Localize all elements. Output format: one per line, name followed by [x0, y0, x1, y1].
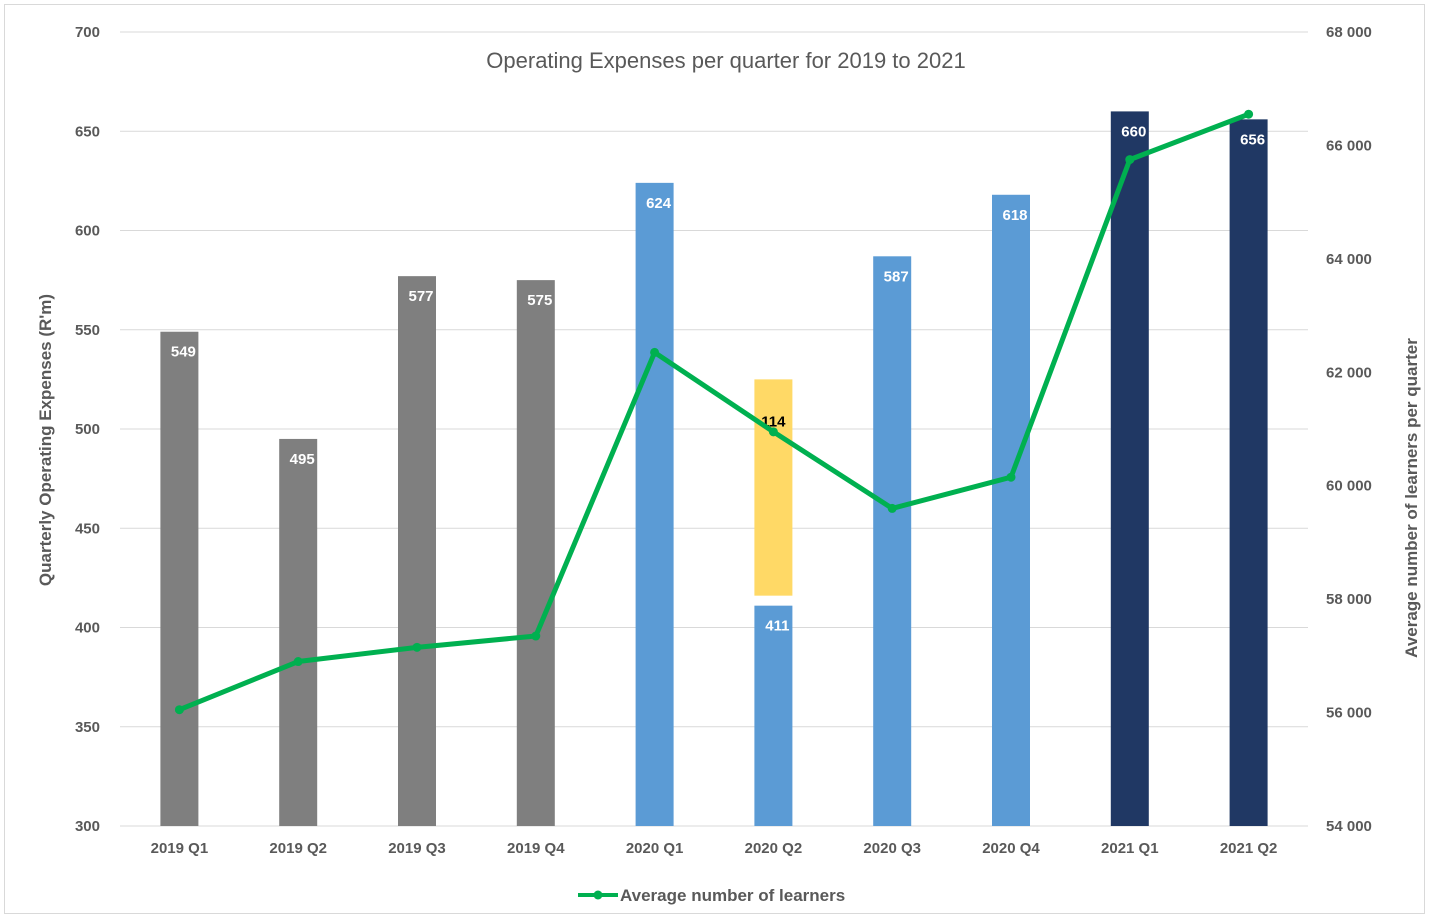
gridlines: [120, 31, 1308, 827]
category-label: 2019 Q2: [269, 840, 327, 857]
bar: [1229, 119, 1268, 827]
bar-value-label: 411: [765, 618, 789, 635]
right-tick-label: 64 000: [1326, 251, 1372, 268]
bar: [992, 194, 1030, 826]
series-point: [1125, 155, 1135, 165]
bar: [873, 256, 912, 826]
right-tick-label: 66 000: [1326, 137, 1372, 154]
learners-line: [174, 109, 1254, 715]
left-tick-label: 300: [75, 818, 100, 835]
left-tick-label: 550: [75, 322, 100, 339]
right-tick-label: 54 000: [1326, 818, 1372, 835]
category-label: 2020 Q4: [982, 840, 1040, 857]
chart-title: Operating Expenses per quarter for 2019 …: [486, 48, 965, 73]
left-tick-label: 600: [75, 223, 100, 240]
bar-value-label: 549: [171, 344, 196, 361]
series-point: [768, 427, 778, 437]
bar: [754, 605, 793, 826]
legend: Average number of learners: [578, 886, 845, 905]
bar: [516, 280, 555, 826]
legend-label: Average number of learners: [620, 886, 845, 905]
series-point: [1244, 109, 1254, 119]
bar-value-label: 577: [408, 288, 433, 305]
bar-value-label: 656: [1240, 131, 1265, 148]
bar-value-label: 618: [1002, 207, 1027, 224]
series-point: [1006, 472, 1016, 482]
series-point: [531, 631, 541, 641]
legend-dot-marker: [593, 890, 603, 900]
bar: [160, 331, 199, 826]
category-label: 2021 Q1: [1101, 840, 1159, 857]
series-point: [174, 705, 184, 715]
bar: [398, 276, 436, 826]
series-point: [887, 503, 897, 513]
category-label: 2020 Q2: [745, 840, 803, 857]
right-axis-title: Average number of learners per quarter: [1402, 338, 1421, 658]
category-label: 2020 Q1: [626, 840, 684, 857]
bar-value-label: 624: [646, 195, 672, 212]
series-line: [178, 111, 1250, 713]
left-tick-label: 450: [75, 520, 100, 537]
bar-value-label: 660: [1121, 123, 1146, 140]
bar: [279, 438, 318, 826]
bar-value-label: 495: [290, 451, 315, 468]
left-tick-label: 650: [75, 123, 100, 140]
series-point: [650, 347, 660, 357]
left-axis-title: Quarterly Operating Expenses (R'm): [36, 294, 55, 586]
left-tick-label: 500: [75, 421, 100, 438]
bar: [1110, 111, 1149, 826]
stacked-segment-bar: [754, 379, 793, 596]
category-label: 2019 Q1: [151, 840, 209, 857]
left-tick-label: 400: [75, 620, 100, 637]
right-axis-ticks: 54 000 56 000 58 000 60 000 62 000 64 000 66 0…: [1326, 24, 1372, 835]
right-tick-label: 68 000: [1326, 24, 1372, 41]
right-tick-label: 62 000: [1326, 364, 1372, 381]
right-tick-label: 60 000: [1326, 478, 1372, 495]
category-label: 2019 Q4: [507, 840, 565, 857]
category-label: 2019 Q3: [388, 840, 446, 857]
series-point: [412, 642, 422, 652]
left-tick-label: 700: [75, 24, 100, 41]
left-axis-ticks: 300 350 400 450 500 550 600 650 700: [75, 24, 100, 835]
right-tick-label: 56 000: [1326, 705, 1372, 722]
chart-frame: [4, 4, 1425, 914]
category-axis-labels: 2019 Q1 2019 Q2 2019 Q3 2019 Q4 2020 Q1 2020 …: [151, 840, 1278, 857]
bar-value-label: 587: [884, 268, 909, 285]
bar: [635, 182, 674, 827]
category-label: 2021 Q2: [1220, 840, 1278, 857]
bar-value-label: 575: [527, 292, 552, 309]
category-label: 2020 Q3: [863, 840, 921, 857]
series-point: [293, 657, 303, 667]
left-tick-label: 350: [75, 719, 100, 736]
right-tick-label: 58 000: [1326, 591, 1372, 608]
